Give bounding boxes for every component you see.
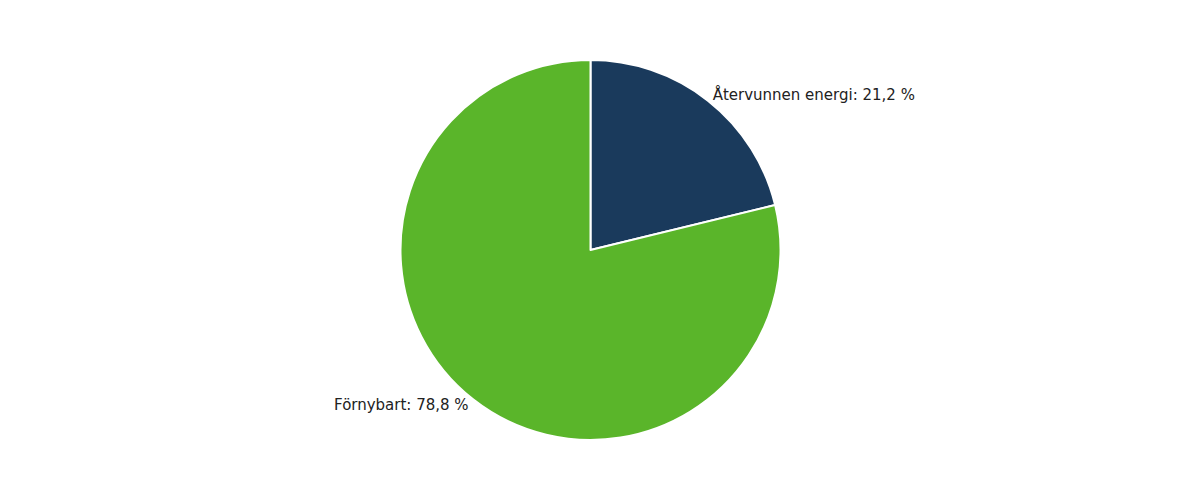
svg-text:Förnybart: 78,8 %: Förnybart: 78,8 % xyxy=(334,396,469,414)
svg-text:Återvunnen energi: 21,2 %: Återvunnen energi: 21,2 % xyxy=(713,85,915,104)
